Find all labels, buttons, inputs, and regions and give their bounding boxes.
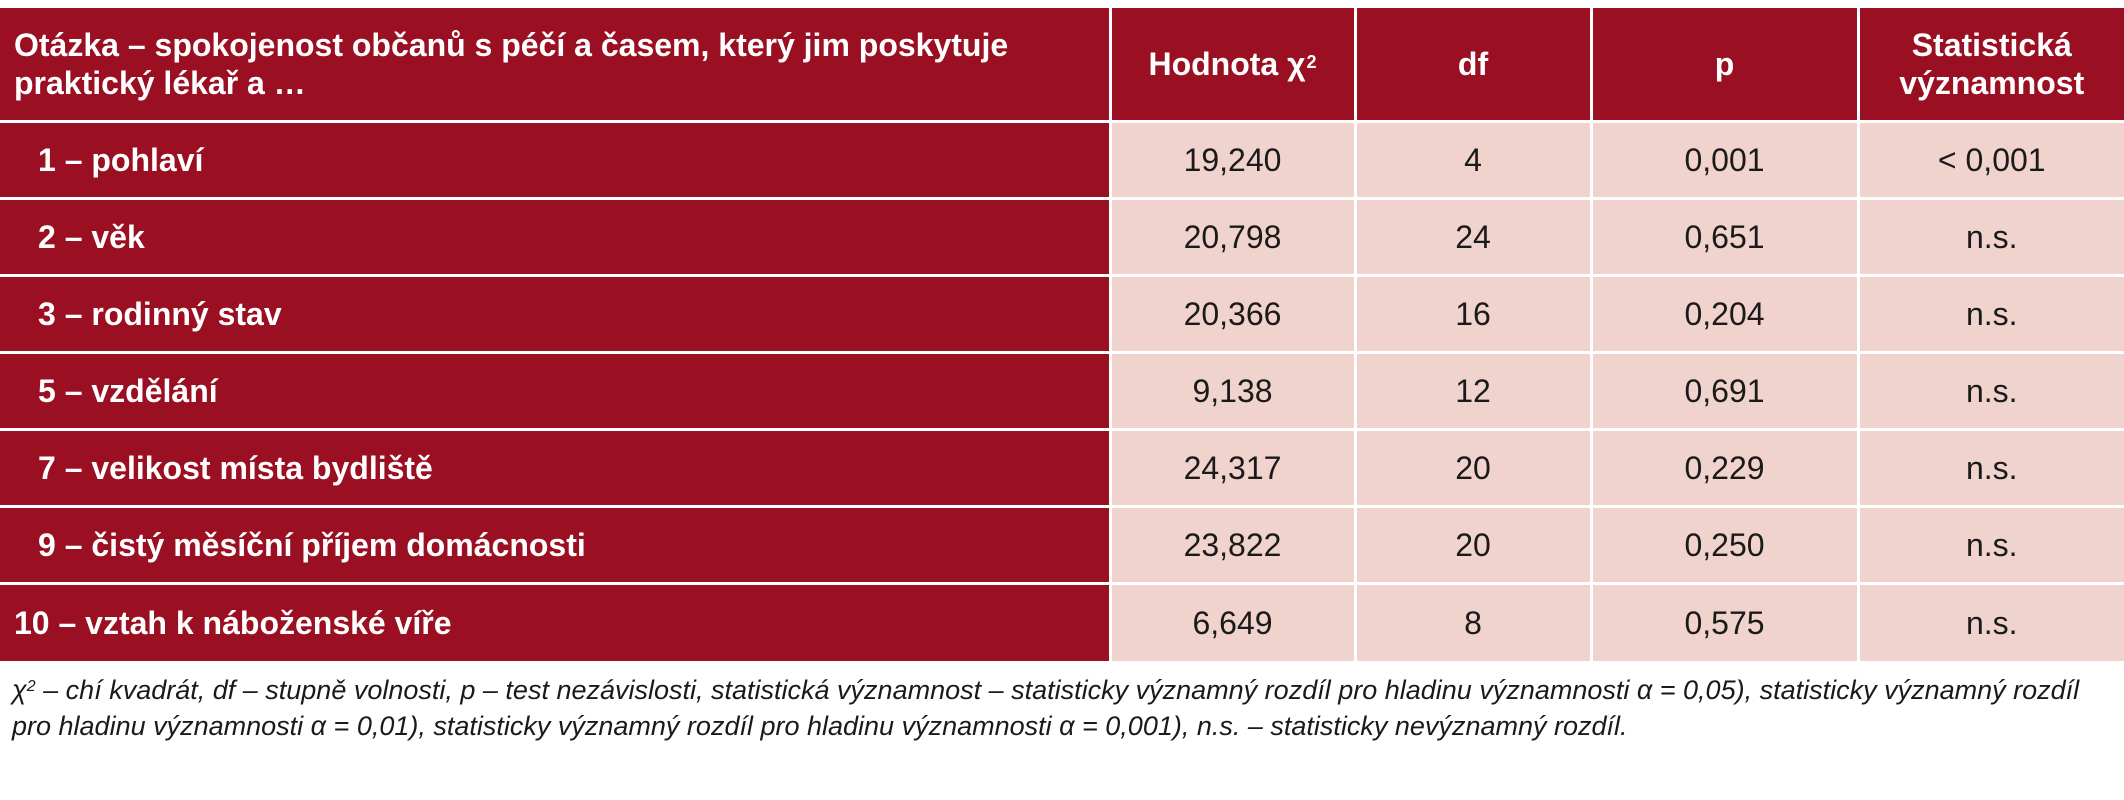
header-df: df [1355,8,1593,123]
header-significance: Statistická významnost [1858,8,2124,123]
row-label: 3 – rodinný stav [0,275,1112,354]
row-label: 9 – čistý měsíční příjem domácnosti [0,506,1112,585]
row-significance: n.s. [1858,352,2124,431]
table-row: 1 – pohlaví 19,240 4 0,001 < 0,001 [0,121,2124,200]
header-chi-value: Hodnota χ2 [1110,8,1357,123]
table-row: 10 – vztah k náboženské víře 6,649 8 0,5… [0,583,2124,661]
table-row: 5 – vzdělání 9,138 12 0,691 n.s. [0,352,2124,431]
header-p: p [1591,8,1860,123]
row-label: 5 – vzdělání [0,352,1112,431]
row-label: 7 – velikost místa bydliště [0,429,1112,508]
row-p: 0,575 [1591,583,1860,661]
row-significance: n.s. [1858,429,2124,508]
row-df: 4 [1355,121,1593,200]
row-significance: < 0,001 [1858,121,2124,200]
row-label: 10 – vztah k náboženské víře [0,583,1112,661]
row-p: 0,250 [1591,506,1860,585]
chi-square-results-table: Otázka – spokojenost občanů s péčí a čas… [0,8,2124,661]
row-df: 20 [1355,506,1593,585]
row-p: 0,651 [1591,198,1860,277]
row-chi-value: 19,240 [1110,121,1357,200]
row-p: 0,204 [1591,275,1860,354]
table-row: 2 – věk 20,798 24 0,651 n.s. [0,198,2124,277]
row-chi-value: 9,138 [1110,352,1357,431]
row-chi-value: 6,649 [1110,583,1357,661]
row-df: 8 [1355,583,1593,661]
row-chi-value: 20,798 [1110,198,1357,277]
table-footnote: χ2 – chí kvadrát, df – stupně volnosti, … [12,672,2112,744]
row-df: 16 [1355,275,1593,354]
row-significance: n.s. [1858,198,2124,277]
table-row: 7 – velikost místa bydliště 24,317 20 0,… [0,429,2124,508]
row-df: 12 [1355,352,1593,431]
row-chi-value: 24,317 [1110,429,1357,508]
results-table-container: Otázka – spokojenost občanů s péčí a čas… [0,8,2124,661]
row-label: 2 – věk [0,198,1112,277]
row-significance: n.s. [1858,275,2124,354]
footnote-text: – chí kvadrát, df – stupně volnosti, p –… [12,675,2080,741]
row-significance: n.s. [1858,506,2124,585]
row-p: 0,691 [1591,352,1860,431]
row-chi-value: 23,822 [1110,506,1357,585]
header-question: Otázka – spokojenost občanů s péčí a čas… [0,8,1112,123]
row-df: 20 [1355,429,1593,508]
row-label: 1 – pohlaví [0,121,1112,200]
footnote-chi-superscript: 2 [26,678,36,695]
header-chi-superscript: 2 [1306,52,1317,72]
header-chi-label: Hodnota χ [1148,46,1306,82]
footnote-chi-symbol: χ [12,675,27,705]
row-p: 0,001 [1591,121,1860,200]
row-p: 0,229 [1591,429,1860,508]
table-row: 3 – rodinný stav 20,366 16 0,204 n.s. [0,275,2124,354]
row-df: 24 [1355,198,1593,277]
row-chi-value: 20,366 [1110,275,1357,354]
table-row: 9 – čistý měsíční příjem domácnosti 23,8… [0,506,2124,585]
row-significance: n.s. [1858,583,2124,661]
table-header-row: Otázka – spokojenost občanů s péčí a čas… [0,8,2124,123]
